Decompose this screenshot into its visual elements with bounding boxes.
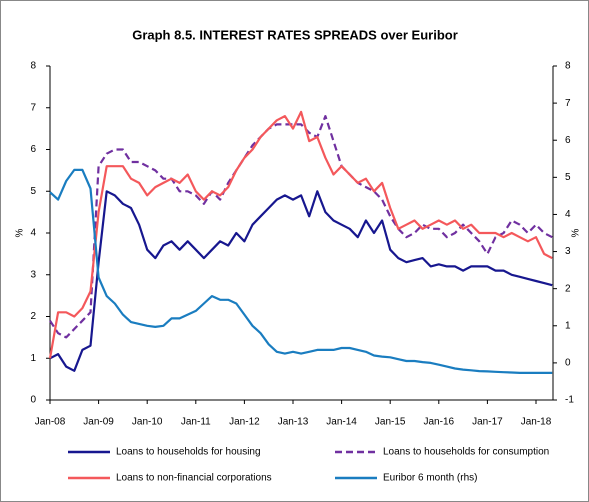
y2-tick-label: 5 [565,172,571,183]
y2-tick-label: 4 [565,209,571,220]
y-axis-label: % [15,228,26,237]
legend-label: Euribor 6 month (rhs) [383,473,477,484]
legend-label: Loans to households for housing [116,447,261,458]
y2-tick-label: -1 [565,395,574,406]
y2-tick-label: 0 [565,358,571,369]
x-tick-label: Jan-10 [132,417,163,428]
y2-tick-label: 6 [565,135,571,146]
chart-title: Graph 8.5. INTEREST RATES SPREADS over E… [132,27,458,42]
y2-tick-label: 7 [565,98,571,109]
y-tick-label: 5 [30,186,36,197]
y-tick-label: 3 [30,269,36,280]
y2-tick-label: 1 [565,320,571,331]
y2-tick-label: 2 [565,283,571,294]
x-tick-label: Jan-12 [229,417,260,428]
y2-axis-label: % [571,228,582,237]
y2-tick-label: 8 [565,61,571,72]
x-tick-label: Jan-14 [326,417,357,428]
series-line [49,115,553,339]
x-tick-label: Jan-08 [35,417,66,428]
y-tick-label: 7 [30,102,36,113]
y2-tick-label: 3 [565,246,571,257]
x-tick-label: Jan-18 [521,417,552,428]
legend-label: Loans to non-financial corporations [116,473,272,484]
y-tick-label: 8 [30,61,36,72]
y-tick-label: 2 [30,311,36,322]
series-line [49,168,553,374]
y-tick-label: 1 [30,353,36,364]
legend-label: Loans to households for consumption [383,447,549,458]
x-tick-label: Jan-15 [375,417,406,428]
y-tick-label: 0 [30,395,36,406]
y-tick-label: 4 [30,228,36,239]
x-tick-label: Jan-16 [424,417,455,428]
series-line [49,190,553,372]
x-tick-label: Jan-13 [278,417,309,428]
series-line [48,110,553,359]
y-tick-label: 6 [30,144,36,155]
x-tick-label: Jan-11 [181,417,211,428]
x-tick-label: Jan-09 [83,417,114,428]
x-tick-label: Jan-17 [472,417,503,428]
